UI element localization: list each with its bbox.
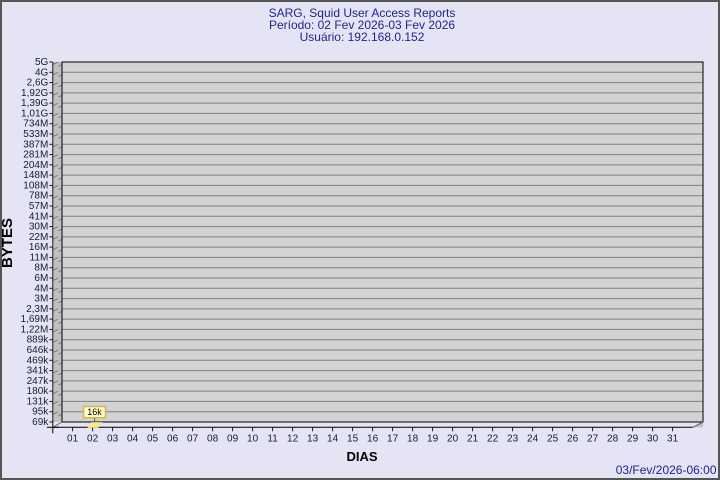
svg-text:21: 21 [467, 433, 479, 444]
svg-text:15: 15 [347, 433, 359, 444]
svg-text:06: 06 [167, 433, 179, 444]
svg-text:02: 02 [87, 433, 99, 444]
svg-text:09: 09 [227, 433, 239, 444]
svg-text:16k: 16k [87, 407, 102, 417]
svg-text:11: 11 [267, 433, 278, 444]
svg-text:01: 01 [67, 433, 79, 444]
svg-text:BYTES: BYTES [2, 218, 16, 268]
svg-text:05: 05 [147, 433, 159, 444]
svg-text:69k: 69k [32, 417, 49, 428]
svg-text:08: 08 [207, 433, 219, 444]
svg-text:03: 03 [107, 433, 119, 444]
svg-text:03/Fev/2026-06:00: 03/Fev/2026-06:00 [616, 463, 717, 477]
svg-text:20: 20 [447, 433, 459, 444]
svg-text:04: 04 [127, 433, 139, 444]
svg-text:25: 25 [547, 433, 559, 444]
svg-text:12: 12 [287, 433, 299, 444]
svg-text:10: 10 [247, 433, 259, 444]
svg-text:17: 17 [387, 433, 399, 444]
svg-text:22: 22 [487, 433, 499, 444]
svg-text:16: 16 [367, 433, 379, 444]
svg-text:18: 18 [407, 433, 419, 444]
svg-text:24: 24 [527, 433, 539, 444]
svg-text:26: 26 [567, 433, 579, 444]
svg-text:27: 27 [587, 433, 599, 444]
svg-text:DIAS: DIAS [346, 449, 377, 464]
svg-text:07: 07 [187, 433, 199, 444]
svg-text:14: 14 [327, 433, 339, 444]
svg-text:19: 19 [427, 433, 439, 444]
svg-text:13: 13 [307, 433, 319, 444]
svg-text:23: 23 [507, 433, 519, 444]
svg-text:30: 30 [647, 433, 659, 444]
svg-text:28: 28 [607, 433, 619, 444]
svg-text:31: 31 [667, 433, 679, 444]
svg-text:29: 29 [627, 433, 639, 444]
